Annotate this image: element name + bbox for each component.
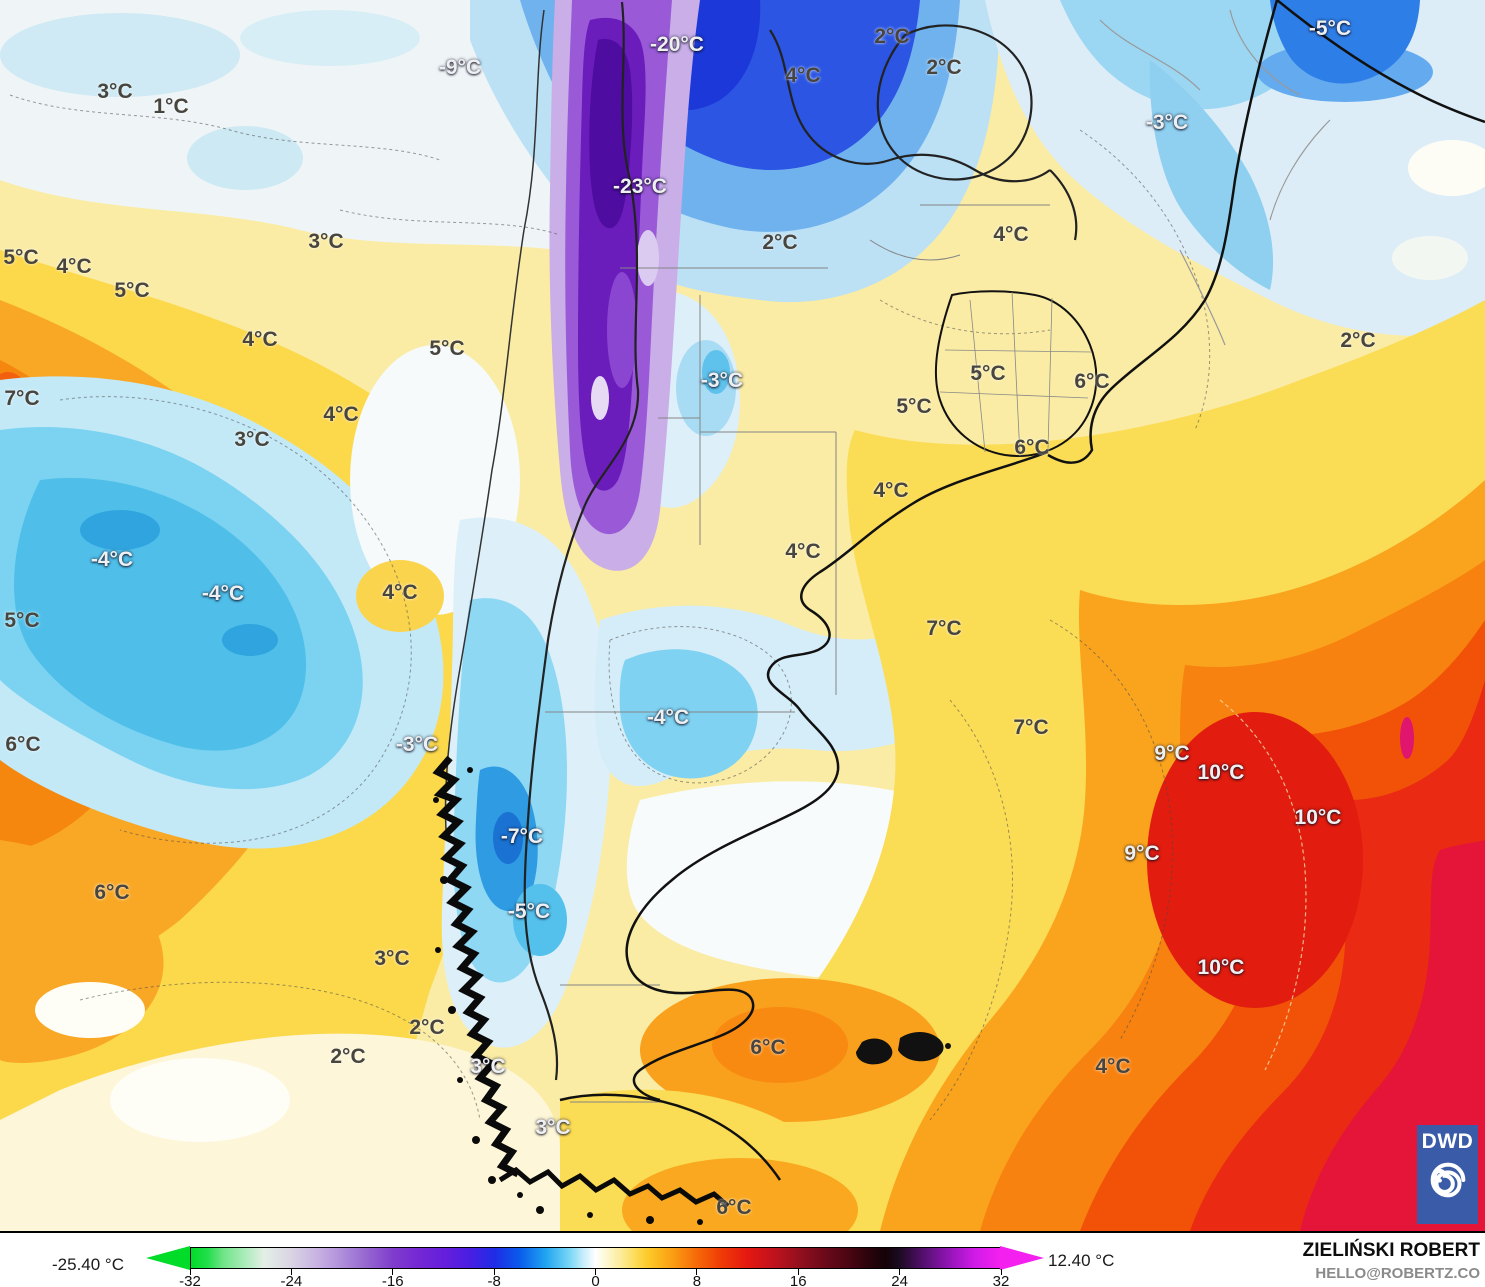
- colorbar-tick-label: 24: [891, 1273, 908, 1287]
- colorbar-tickmark: [1000, 1269, 1002, 1275]
- colorbar-tickmark: [392, 1269, 394, 1275]
- colorbar-left-arrow: [146, 1246, 190, 1270]
- footer: -25.40 °C -32 -24 -16 -8 0 8 16 24 32 12.40 °C Z…: [0, 1231, 1485, 1287]
- colorbar-tick-label: -8: [487, 1273, 501, 1287]
- colorbar-tickmark: [899, 1269, 901, 1275]
- colorbar-tick-label: 32: [992, 1273, 1010, 1287]
- temperature-map: 3°C 1°C -9°C -20°C 2°C 4°C 2°C -5°C -3°C -23°C 2°C…: [0, 0, 1485, 1231]
- colorbar-tick-label: -16: [381, 1273, 404, 1287]
- colorbar-tick-label: 8: [692, 1273, 702, 1287]
- spiral-icon: [1430, 1162, 1465, 1198]
- dwd-logo: DWD: [1417, 1125, 1478, 1224]
- colorbar-tickmark: [493, 1269, 495, 1275]
- colorbar-max-label: 12.40 °C: [1048, 1251, 1115, 1270]
- colorbar-tickmark: [595, 1269, 596, 1275]
- credit-name: ZIELIŃSKI ROBERT: [1302, 1240, 1480, 1261]
- colorbar-tickmark: [696, 1269, 698, 1275]
- colorbar-min-label: -25.40 °C: [52, 1255, 125, 1274]
- dwd-logo-text: DWD: [1421, 1130, 1474, 1153]
- colorbar-tickmark: [797, 1269, 799, 1275]
- colorbar-tickmark: [290, 1269, 292, 1275]
- colorbar-tick-label: -32: [179, 1273, 201, 1287]
- map-contour-field: [0, 0, 1485, 1231]
- colorbar-tickmark: [189, 1269, 191, 1275]
- colorbar: [190, 1247, 1001, 1269]
- colorbar-tick-label: 0: [591, 1273, 600, 1287]
- colorbar-tick-label: -24: [280, 1273, 303, 1287]
- credit-email: HELLO@ROBERTZ.CO: [1315, 1265, 1480, 1282]
- colorbar-right-arrow: [1000, 1246, 1044, 1270]
- colorbar-tick-label: 16: [789, 1273, 807, 1287]
